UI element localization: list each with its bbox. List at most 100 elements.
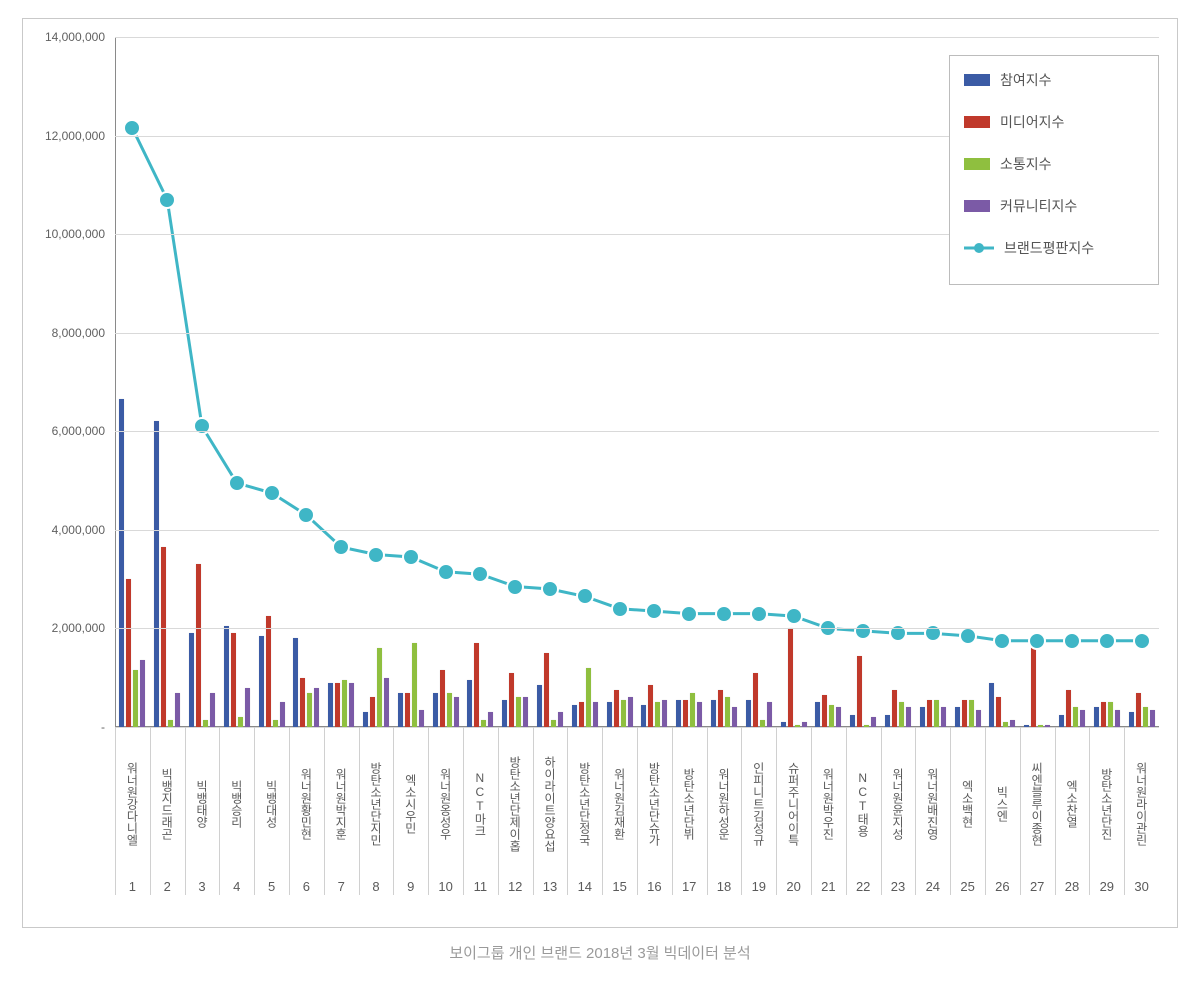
x-category: 워너원박우진21 (811, 731, 845, 894)
y-axis-labels: -2,000,0004,000,0006,000,0008,000,00010,… (23, 37, 109, 727)
x-category: 워너원박지훈 7 (324, 731, 358, 894)
y-tick-label: 2,000,000 (52, 621, 105, 635)
x-category-name: 하이라이트양요섭 (542, 735, 559, 873)
x-category: 워너원옹성우10 (429, 731, 463, 894)
legend-label: 브랜드평판지수 (1004, 238, 1094, 258)
x-category-rank: 29 (1090, 879, 1124, 894)
x-category-name: 워너원배진영 (924, 735, 941, 873)
x-category: 워너원황민현6 (289, 731, 323, 894)
x-category-name: 슈퍼주니어이특 (785, 735, 802, 873)
legend-label: 미디어지수 (1000, 112, 1064, 132)
x-category-name: 워너원박지훈 (333, 735, 350, 873)
x-category: 방탄소년단뷔17 (672, 731, 706, 894)
line-marker (263, 484, 281, 502)
x-category-rank: 27 (1020, 879, 1054, 894)
x-category: 빅뱅대성5 (255, 731, 289, 894)
x-category-name: NCT마크 (472, 735, 489, 873)
line-marker (158, 191, 176, 209)
x-category-rank: 26 (985, 879, 1019, 894)
x-category-rank: 20 (777, 879, 811, 894)
legend-item: 참여지수 (964, 70, 1144, 90)
x-category: 워너원하성운18 (707, 731, 741, 894)
line-marker (645, 602, 663, 620)
x-category-name: 워너원라이관린 (1133, 735, 1150, 873)
x-category: 방탄소년단제이홉12 (498, 731, 532, 894)
x-category-rank: 7 (324, 879, 358, 894)
x-category: 엑소찬열28 (1055, 731, 1089, 894)
x-category-name: 워너원김재환 (611, 735, 628, 873)
x-category: 워너원강다니엘1 (115, 731, 149, 894)
line-marker (471, 565, 489, 583)
x-separator (115, 727, 116, 895)
x-category-name: 엑소백현 (959, 735, 976, 873)
legend-label: 소통지수 (1000, 154, 1052, 174)
x-category-name: 빅스엔 (994, 735, 1011, 873)
line-marker (297, 506, 315, 524)
legend-item: 소통지수 (964, 154, 1144, 174)
x-category-name: 씨엔블루이종현 (1029, 735, 1046, 873)
line-marker (541, 580, 559, 598)
line-marker (576, 587, 594, 605)
x-category: 방탄소년단진 29 (1090, 731, 1124, 894)
line-marker (1063, 632, 1081, 650)
x-category: 인피니트김성규19 (742, 731, 776, 894)
line-marker (123, 119, 141, 137)
x-category: 빅뱅지드래곤2 (150, 731, 184, 894)
line-marker (367, 546, 385, 564)
line-marker (1028, 632, 1046, 650)
line-marker (959, 627, 977, 645)
x-category: NCT태용22 (846, 731, 880, 894)
y-tick-label: 10,000,000 (45, 227, 105, 241)
line-marker (437, 563, 455, 581)
line-marker (993, 632, 1011, 650)
x-category: 워너원김재환15 (603, 731, 637, 894)
x-category-name: 방탄소년단뷔 (681, 735, 698, 873)
x-category: 방탄소년단정국14 (568, 731, 602, 894)
chart-card: 참여지수 미디어지수 소통지수 커뮤니티지수 브랜드평판지수 -2, (22, 18, 1178, 928)
x-category-name: 방탄소년단지민 (368, 735, 385, 873)
x-category: 하이라이트양요섭13 (533, 731, 567, 894)
x-category-rank: 16 (637, 879, 671, 894)
x-category-rank: 18 (707, 879, 741, 894)
y-tick-label: 4,000,000 (52, 523, 105, 537)
x-category-name: 방탄소년단진 (1098, 735, 1115, 873)
x-category: 워너원배진영24 (916, 731, 950, 894)
line-marker (506, 578, 524, 596)
line-marker (680, 605, 698, 623)
line-marker (1133, 632, 1151, 650)
line-marker (750, 605, 768, 623)
x-category: 방탄소년단지민 8 (359, 731, 393, 894)
chart-caption: 보이그룹 개인 브랜드 2018년 3월 빅데이터 분석 (22, 942, 1178, 963)
legend-swatch (964, 74, 990, 86)
x-category-rank: 1 (115, 879, 149, 894)
line-marker (854, 622, 872, 640)
y-tick-label: 14,000,000 (45, 30, 105, 44)
y-tick-label: 8,000,000 (52, 326, 105, 340)
x-category-rank: 28 (1055, 879, 1089, 894)
legend-label: 참여지수 (1000, 70, 1052, 90)
x-category: 워너원윤지성23 (881, 731, 915, 894)
x-axis-labels: 워너원강다니엘1빅뱅지드래곤2빅뱅태양3빅뱅승리4빅뱅대성5워너원황민현6워너원… (115, 731, 1159, 911)
x-category-name: 방탄소년단슈가 (646, 735, 663, 873)
y-tick-label: 12,000,000 (45, 129, 105, 143)
x-category: 빅뱅태양3 (185, 731, 219, 894)
page: 참여지수 미디어지수 소통지수 커뮤니티지수 브랜드평판지수 -2, (0, 0, 1200, 986)
legend-item: 브랜드평판지수 (964, 238, 1144, 258)
x-category-rank: 19 (742, 879, 776, 894)
line-marker (889, 624, 907, 642)
x-category-rank: 9 (394, 879, 428, 894)
x-category-rank: 23 (881, 879, 915, 894)
x-category-rank: 8 (359, 879, 393, 894)
x-category-rank: 22 (846, 879, 880, 894)
x-category-name: 워너원옹성우 (437, 735, 454, 873)
x-category-rank: 30 (1125, 879, 1159, 894)
legend-swatch (964, 116, 990, 128)
x-category-rank: 4 (220, 879, 254, 894)
legend-swatch (964, 200, 990, 212)
x-category-rank: 25 (951, 879, 985, 894)
x-category-name: 빅뱅지드래곤 (159, 735, 176, 873)
x-category: 워너원라이관린 30 (1125, 731, 1159, 894)
x-category-name: 엑소시우민 (402, 735, 419, 873)
x-category: NCT마크11 (463, 731, 497, 894)
line-marker (611, 600, 629, 618)
